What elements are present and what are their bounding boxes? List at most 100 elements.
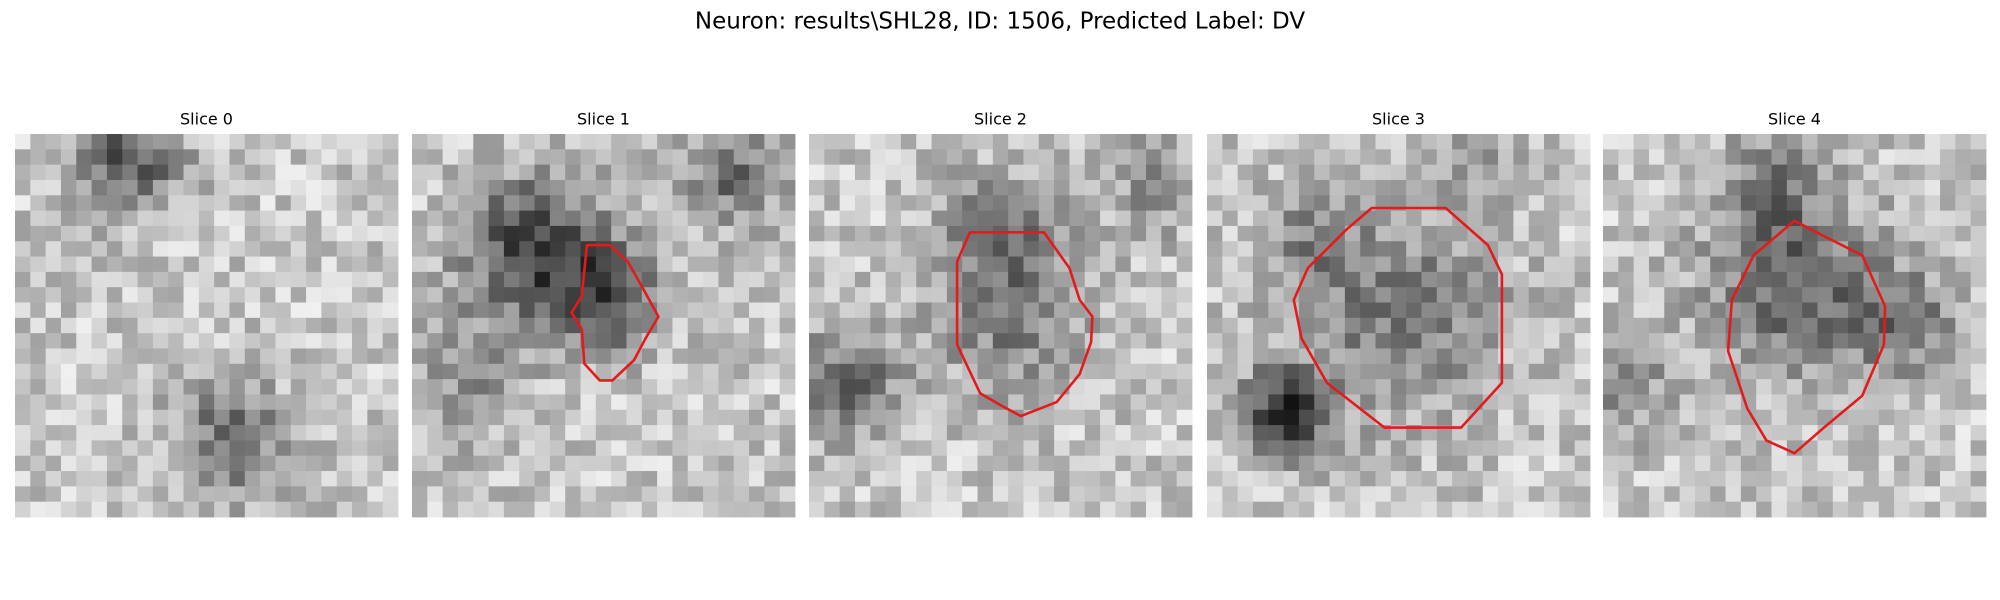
pixel (1100, 134, 1116, 150)
pixel (1648, 302, 1665, 319)
pixel (1222, 394, 1239, 411)
pixel (641, 394, 658, 411)
pixel (1648, 179, 1665, 196)
pixel (1406, 287, 1422, 303)
pixel (1008, 287, 1024, 303)
pixel (352, 134, 368, 150)
pixel (718, 164, 735, 181)
pixel (687, 486, 704, 503)
pixel (473, 379, 489, 395)
pixel (1222, 210, 1239, 227)
pixel (106, 179, 123, 196)
pixel (76, 134, 92, 150)
pixel (442, 164, 459, 181)
pixel (1268, 195, 1284, 211)
pixel (1436, 317, 1453, 334)
pixel (382, 425, 399, 441)
pixel (718, 471, 735, 487)
pixel (1955, 225, 1972, 242)
pixel (534, 394, 551, 411)
pixel (352, 164, 368, 181)
pixel (229, 241, 246, 257)
pixel (244, 195, 261, 211)
pixel (749, 179, 765, 196)
pixel (183, 425, 200, 441)
pixel (1467, 149, 1484, 166)
pixel (1863, 409, 1880, 426)
pixel (749, 363, 765, 380)
pixel (1924, 241, 1941, 257)
pixel (992, 348, 1009, 365)
pixel (60, 195, 77, 211)
pixel (1452, 440, 1468, 457)
pixel (503, 302, 520, 319)
pixel (1710, 471, 1726, 487)
pixel (580, 333, 597, 349)
pixel (1756, 486, 1772, 503)
pixel (1008, 409, 1024, 426)
pixel (214, 317, 230, 334)
pixel (1054, 425, 1070, 441)
pixel (1237, 455, 1254, 472)
pixel (382, 486, 399, 503)
pixel (290, 164, 307, 181)
pixel (1633, 394, 1650, 411)
pixel (1909, 164, 1926, 181)
pixel (870, 379, 886, 395)
pixel (1237, 195, 1254, 211)
pixel (1329, 333, 1346, 349)
pixel (672, 409, 689, 426)
pixel (106, 210, 123, 227)
pixel (580, 317, 597, 334)
pixel (15, 134, 31, 150)
pixel (916, 287, 932, 303)
pixel (687, 379, 704, 395)
pixel (488, 225, 505, 242)
pixel (626, 317, 643, 334)
pixel (1544, 256, 1560, 273)
pixel (1038, 225, 1055, 242)
pixel (1498, 195, 1514, 211)
pixel (229, 440, 246, 457)
pixel (1237, 333, 1254, 349)
pixel (657, 455, 673, 472)
pixel (152, 425, 169, 441)
pixel (1633, 179, 1650, 196)
pixel (290, 379, 307, 395)
pixel (1817, 486, 1834, 503)
pixel (1283, 440, 1300, 457)
pixel (703, 317, 719, 334)
pixel (549, 287, 566, 303)
pixel (718, 440, 735, 457)
pixel (367, 501, 384, 518)
pixel (824, 225, 841, 242)
pixel (931, 210, 948, 227)
pixel (473, 363, 489, 380)
pixel (1207, 302, 1223, 319)
pixel (1207, 271, 1223, 288)
pixel (1207, 501, 1223, 518)
pixel (1436, 394, 1453, 411)
pixel (687, 134, 704, 150)
pixel (1559, 195, 1576, 211)
pixel (1008, 225, 1024, 242)
pixel (488, 134, 505, 150)
pixel (534, 241, 551, 257)
pixel (733, 302, 750, 319)
pixel (198, 379, 215, 395)
pixel (1482, 317, 1499, 334)
pixel (1633, 134, 1650, 150)
pixel (657, 225, 673, 242)
pixel (30, 302, 47, 319)
pixel (91, 363, 108, 380)
pixel (1130, 241, 1147, 257)
pixel (1298, 271, 1315, 288)
pixel (1618, 287, 1635, 303)
pixel (1924, 394, 1941, 411)
pixel (687, 471, 704, 487)
pixel (549, 302, 566, 319)
pixel (412, 440, 428, 457)
pixel (1786, 317, 1803, 334)
pixel (1237, 241, 1254, 257)
pixel (137, 440, 154, 457)
